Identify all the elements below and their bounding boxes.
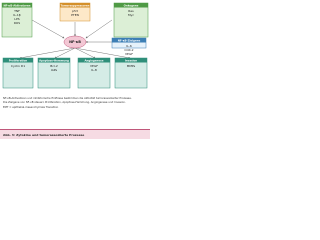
node-box <box>1 2 33 38</box>
node-line: TNF <box>13 9 20 13</box>
caption: Abb. 3: Zytokine und tumorassoziierte Pr… <box>3 133 85 137</box>
node-line: p53 <box>72 9 78 13</box>
node-line: IL-6 <box>126 44 132 48</box>
page: {"nodes": [ {"label": "NF-κB-Aktivatoren… <box>0 0 150 139</box>
node-header <box>2 3 32 8</box>
caption-bar: Abb. 3: Zytokine und tumorassoziierte Pr… <box>0 129 150 139</box>
paragraph: EMT = epithelial-mesenchymale Transition <box>3 105 59 109</box>
node-header <box>115 58 147 63</box>
node-line: Cyclin D1 <box>11 64 25 68</box>
node-header <box>78 58 110 63</box>
node-line: IAPs <box>51 68 58 72</box>
node-line: Myc <box>128 13 134 17</box>
node-line: VEGF <box>125 52 133 56</box>
paragraph: Die Zielgene von NF-κB steuern Prolifera… <box>3 101 126 105</box>
node-line: MMPs <box>127 64 136 68</box>
node-header <box>112 38 146 43</box>
node-line: ROS <box>14 21 20 25</box>
center-node <box>63 35 87 49</box>
node-label: Angiogenese <box>85 58 104 62</box>
node-header <box>114 3 148 8</box>
node-line: VEGF <box>90 64 98 68</box>
node-label: Apoptose-Hemmung <box>39 58 69 62</box>
node-line: LPS <box>14 17 19 21</box>
node-line: PTEN <box>71 13 79 17</box>
node-line: Ras <box>128 9 134 13</box>
node-box <box>77 57 111 89</box>
node-header <box>60 3 90 8</box>
node-line: COX-2 <box>124 48 133 52</box>
node-label: NF-κB-Aktivatoren <box>3 3 30 7</box>
node-label: NF-κB-Zielgene <box>118 38 141 42</box>
node-label: Invasion <box>125 58 137 62</box>
node-label: Tumorsuppressoren <box>61 3 90 7</box>
node-box <box>113 2 149 38</box>
paragraph: NF-κB-Aktivatoren und inhibitorische Ein… <box>3 97 132 100</box>
node-line: IL-8 <box>91 68 97 72</box>
body-text: NF-κB-Aktivatoren und inhibitorische Ein… <box>0 97 150 110</box>
node-box <box>114 57 148 89</box>
node-header <box>38 58 70 63</box>
node-header <box>3 58 33 63</box>
node-line: IL-1β <box>13 13 20 17</box>
arrows <box>19 19 131 59</box>
node-box <box>2 57 34 89</box>
center-label: NF-κB <box>69 40 81 44</box>
node-label: Proliferation <box>9 58 28 62</box>
node-label: Onkogene <box>124 3 139 7</box>
node-line: Bcl-2 <box>50 64 58 68</box>
